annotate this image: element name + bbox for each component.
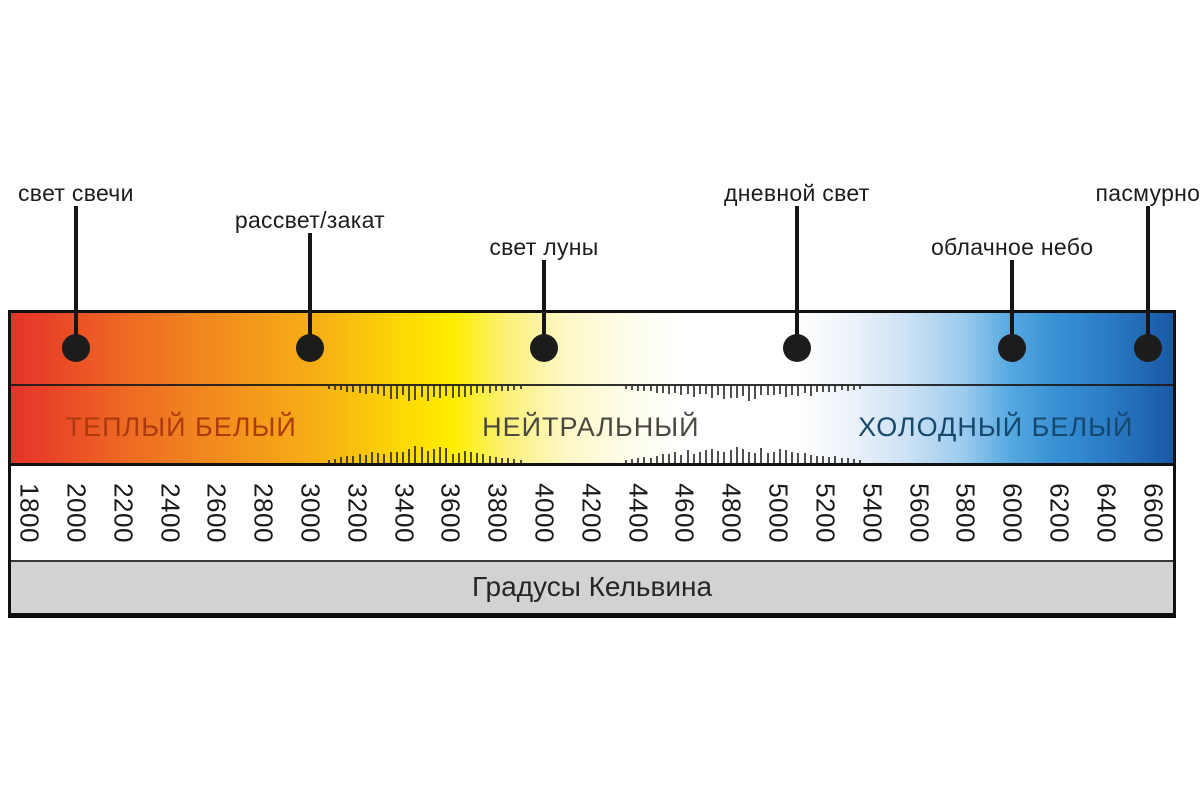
marker-label: свет луны	[489, 234, 599, 260]
kelvin-tick-label: 3000	[295, 483, 326, 543]
kelvin-tick-label: 2000	[61, 483, 92, 543]
kelvin-tick-label: 3800	[482, 483, 513, 543]
kelvin-scale-strip: 1800 2000 2200 2400 2600 2800 3000 3200 3400 3600…	[8, 466, 1176, 560]
kelvin-tick-label: 3200	[342, 483, 373, 543]
kelvin-tick-label: 2200	[108, 483, 139, 543]
kelvin-axis-footer: Градусы Кельвина	[8, 560, 1176, 613]
kelvin-tick-label: 4600	[669, 483, 700, 543]
kelvin-tick-label: 4200	[576, 483, 607, 543]
marker-label: рассвет/закат	[234, 207, 385, 233]
kelvin-gradient-bar	[8, 310, 1176, 466]
marker-label: облачное небо	[930, 234, 1094, 260]
kelvin-tick-label: 6400	[1091, 483, 1122, 543]
kelvin-tick-label: 2600	[201, 483, 232, 543]
kelvin-tick-label: 3400	[389, 483, 420, 543]
kelvin-tick-label: 2800	[248, 483, 279, 543]
kelvin-tick-label: 4400	[623, 483, 654, 543]
kelvin-tick-label: 1800	[14, 483, 45, 543]
kelvin-axis-label: Градусы Кельвина	[471, 571, 713, 602]
kelvin-tick-label: 5200	[810, 483, 841, 543]
kelvin-tick-label: 3600	[435, 483, 466, 543]
kelvin-tick-label: 4800	[716, 483, 747, 543]
kelvin-tick-label: 5400	[857, 483, 888, 543]
marker-label: дневной свет	[724, 180, 870, 206]
kelvin-tick-label: 5800	[950, 483, 981, 543]
kelvin-tick-label: 6000	[997, 483, 1028, 543]
kelvin-tick-label: 6600	[1138, 483, 1169, 543]
marker-label: свет свечи	[18, 180, 134, 206]
kelvin-tick-label: 4000	[529, 483, 560, 543]
kelvin-tick-label: 2400	[155, 483, 185, 543]
bar-divider-line	[11, 384, 1173, 386]
kelvin-tick-label: 5000	[763, 483, 794, 543]
kelvin-tick-label: 5600	[904, 483, 935, 543]
marker-label: пасмурно	[1095, 180, 1200, 206]
kelvin-tick-label: 6200	[1044, 483, 1075, 543]
